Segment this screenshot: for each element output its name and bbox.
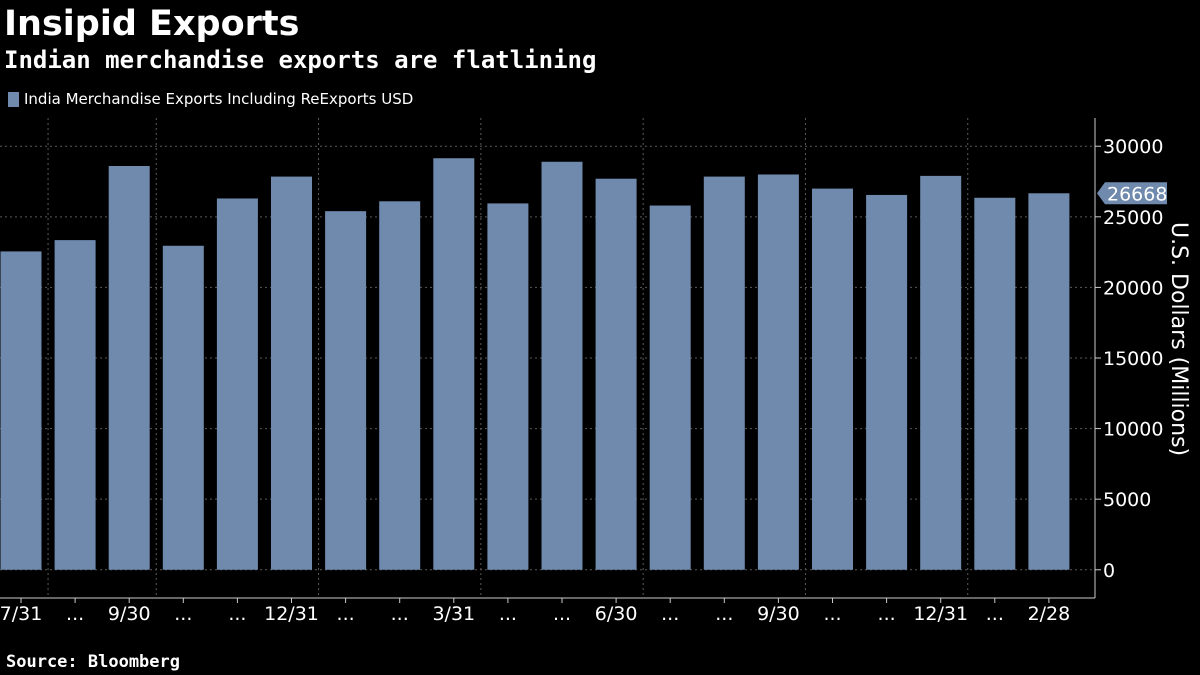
bar <box>757 174 799 570</box>
x-tick-label: ... <box>715 603 733 625</box>
bar <box>433 158 475 570</box>
y-tick-label: 5000 <box>1103 489 1151 511</box>
x-tick-label: ... <box>228 603 246 625</box>
x-tick-label: 7/31 <box>0 603 42 625</box>
x-tick-label: ... <box>174 603 192 625</box>
x-tick-label: ... <box>337 603 355 625</box>
last-value-badge <box>1097 182 1167 205</box>
bar <box>325 211 367 570</box>
x-tick-label: 9/30 <box>108 603 151 625</box>
y-tick-label: 10000 <box>1103 419 1163 441</box>
bar <box>541 161 583 570</box>
x-tick-label: ... <box>878 603 896 625</box>
bar <box>703 176 745 570</box>
x-tick-label: 12/31 <box>913 603 968 625</box>
bar <box>271 176 312 570</box>
bar <box>379 201 421 570</box>
legend: India Merchandise Exports Including ReEx… <box>8 90 413 108</box>
bar <box>595 178 637 570</box>
last-value-label: 26668 <box>1107 183 1167 205</box>
bar <box>54 240 96 570</box>
x-tick-label: ... <box>66 603 84 625</box>
source-note: Source: Bloomberg <box>6 652 180 672</box>
x-tick-label: ... <box>391 603 409 625</box>
chart-subtitle: Indian merchandise exports are flatlinin… <box>4 46 597 74</box>
bar <box>162 245 204 570</box>
y-tick-label: 30000 <box>1103 136 1163 158</box>
x-tick-label: ... <box>553 603 571 625</box>
x-tick-label: ... <box>661 603 679 625</box>
y-tick-label: 25000 <box>1103 207 1163 229</box>
x-tick-label: ... <box>823 603 841 625</box>
bar <box>974 197 1016 570</box>
legend-swatch <box>8 91 19 107</box>
x-tick-label: 3/31 <box>432 603 475 625</box>
x-tick-label: 6/30 <box>595 603 638 625</box>
bar <box>0 251 42 570</box>
y-tick-label: 20000 <box>1103 277 1163 299</box>
bar <box>866 194 908 570</box>
y-tick-label: 0 <box>1103 560 1115 582</box>
bar <box>812 188 853 570</box>
bar <box>216 198 258 570</box>
y-tick-label: 15000 <box>1103 348 1163 370</box>
x-tick-label: 12/31 <box>264 603 319 625</box>
bar <box>649 205 691 570</box>
bar <box>108 166 150 570</box>
chart-title: Insipid Exports <box>4 4 300 44</box>
bar <box>487 203 529 570</box>
y-axis-title: U.S. Dollars (Millions) <box>1166 222 1191 456</box>
x-tick-label: 2/28 <box>1028 603 1071 625</box>
x-tick-label: ... <box>499 603 517 625</box>
bar <box>1028 193 1070 570</box>
x-tick-label: 9/30 <box>757 603 800 625</box>
x-tick-label: ... <box>986 603 1004 625</box>
bar <box>920 175 962 570</box>
legend-label: India Merchandise Exports Including ReEx… <box>24 90 414 108</box>
